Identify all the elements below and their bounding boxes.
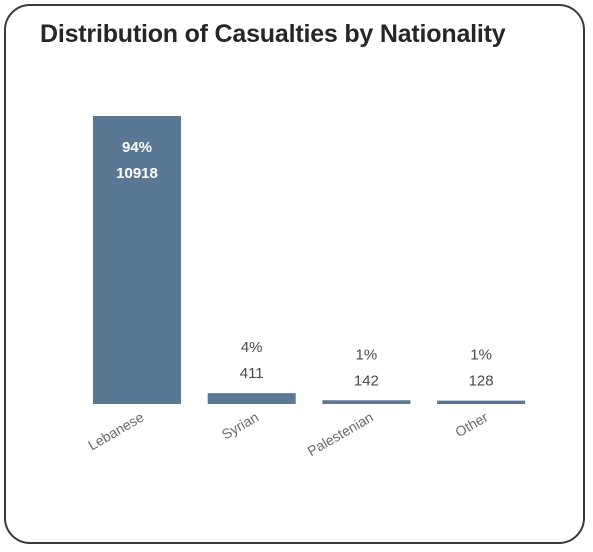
bar-other [437, 400, 526, 404]
chart-title: Distribution of Casualties by Nationalit… [40, 20, 506, 48]
data-label-value: 411 [240, 365, 264, 382]
data-label-percent: 1% [356, 346, 378, 363]
data-label-value: 10918 [116, 165, 158, 182]
x-tick-label: Lebanese [85, 409, 146, 454]
x-tick-label: Syrian [219, 409, 261, 443]
data-label-value: 128 [469, 373, 494, 390]
data-label-percent: 1% [470, 347, 492, 364]
data-label-percent: 4% [241, 339, 263, 356]
x-tick-label: Palestenian [305, 409, 376, 459]
bar-palestenian [322, 400, 411, 404]
bar-lebanese [93, 116, 181, 404]
data-label-percent: 94% [122, 139, 152, 156]
data-label-value: 142 [354, 372, 379, 389]
bar-syrian [207, 393, 296, 404]
x-tick-label: Other [452, 409, 491, 441]
